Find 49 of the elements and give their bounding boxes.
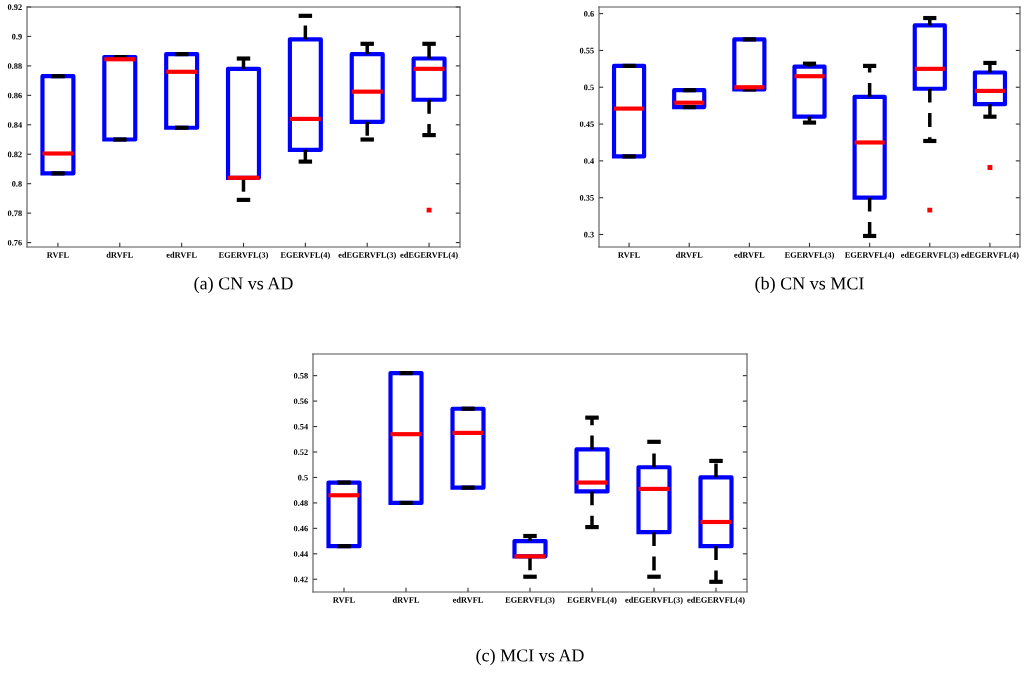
y-tick-label: 0.54 (293, 423, 308, 430)
x-tick-label: edEGERVFL(4) (687, 596, 745, 605)
x-tick-label: edEGERVFL(3) (901, 251, 959, 260)
y-tick-label: 0.4 (584, 158, 594, 164)
x-tick-label: dRVFL (106, 251, 133, 258)
y-tick-label: 0.86 (7, 92, 22, 99)
y-tick-label: 0.3 (584, 231, 594, 238)
y-tick-label: 0.48 (293, 500, 308, 506)
y-tick-label: 0.82 (7, 151, 22, 158)
x-tick-label: EGERVFL(3) (505, 596, 555, 605)
x-tick-label: edRVFL (452, 596, 484, 603)
y-tick-label: 0.84 (7, 122, 22, 128)
y-tick-label: 0.52 (293, 449, 308, 456)
x-tick-label: edEGERVFL(3) (625, 596, 683, 605)
x-tick-label: RVFL (332, 597, 355, 603)
x-tick-label: EGERVFL(3) (784, 251, 834, 260)
y-tick-label: 0.42 (293, 576, 308, 583)
y-tick-label: 0.35 (579, 195, 594, 201)
y-tick-label: 0.45 (579, 121, 594, 128)
y-tick-label: 0.46 (293, 525, 308, 532)
y-tick-label: 0.58 (293, 372, 308, 379)
x-tick-label: edEGERVFL(4) (961, 251, 1019, 260)
x-tick-label: edRVFL (166, 251, 197, 258)
x-tick-label: dRVFL (392, 596, 420, 603)
x-tick-label: EGERVFL(4) (280, 251, 330, 260)
y-tick-label: 0.88 (7, 63, 22, 69)
x-tick-label: RVFL (46, 252, 69, 258)
y-tick-label: 0.55 (579, 47, 594, 54)
y-tick-label: 0.6 (584, 10, 594, 17)
y-tick-label: 0.5 (298, 474, 308, 481)
y-tick-label: 0.9 (12, 33, 22, 40)
y-tick-label: 0.56 (293, 398, 308, 405)
text: (b) CN vs MCI (755, 276, 864, 294)
text: (a) CN vs AD (194, 276, 293, 294)
y-tick-label: 0.5 (584, 84, 594, 91)
y-tick-label: 0.92 (7, 4, 22, 11)
x-tick-label: edEGERVFL(3) (338, 251, 396, 260)
x-tick-label: EGERVFL(4) (844, 251, 895, 260)
x-tick-label: edEGERVFL(4) (400, 251, 458, 260)
x-tick-label: RVFL (618, 252, 640, 258)
y-tick-label: 0.76 (7, 239, 22, 246)
y-tick-label: 0.44 (293, 551, 308, 557)
y-tick-label: 0.8 (12, 181, 22, 187)
x-tick-label: EGERVFL(4) (567, 596, 617, 605)
x-tick-label: edRVFL (734, 251, 765, 258)
x-tick-label: EGERVFL(3) (218, 251, 268, 260)
x-tick-label: dRVFL (676, 251, 703, 258)
text: (c) MCI vs AD (476, 648, 584, 666)
y-tick-label: 0.78 (7, 210, 22, 217)
